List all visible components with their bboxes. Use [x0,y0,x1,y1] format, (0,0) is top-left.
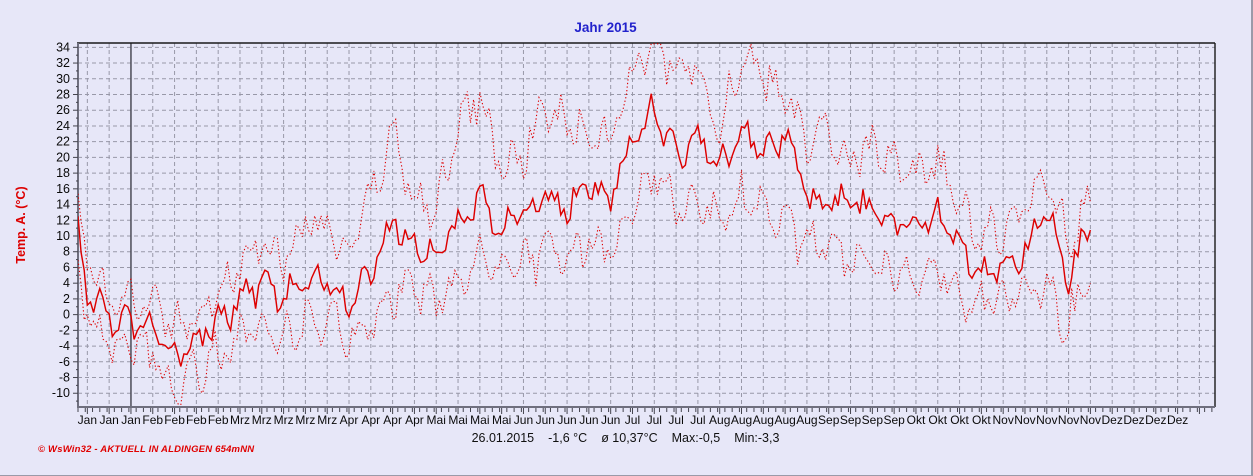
x-tick-label: Jun [536,413,555,427]
y-tick-label: 2 [63,292,70,306]
x-tick-label: Apr [340,413,359,427]
x-tick-label: Apr [383,413,402,427]
y-tick-label: -10 [52,386,70,400]
x-tick-label: Okt [907,413,926,427]
x-tick-label: Okt [950,413,969,427]
x-tick-label: Jun [601,413,620,427]
y-tick-label: -2 [59,323,70,337]
status-date: 26.01.2015 [471,431,535,445]
y-tick-label: 20 [56,150,70,164]
x-tick-label: Okt [928,413,947,427]
x-tick-label: Feb [208,413,229,427]
x-tick-label: Nov [1036,413,1057,427]
x-tick-label: Mai [470,413,489,427]
y-tick-label: 10 [56,229,70,243]
x-tick-label: Aug [796,413,817,427]
temperature-curve-mean [78,93,1092,367]
chart-title: Jahr 2015 [574,20,637,35]
x-tick-label: Sep [840,413,862,427]
footer-credit: © WsWin32 - AKTUELL IN ALDINGEN 654mNN [38,444,255,455]
y-tick-label: 8 [63,245,70,259]
x-tick-label: Dez [1123,413,1144,427]
x-tick-label: Feb [186,413,207,427]
x-tick-label: Jul [668,413,683,427]
x-tick-label: Sep [818,413,840,427]
x-tick-label: Feb [164,413,185,427]
x-tick-label: Jul [625,413,640,427]
y-tick-label: 22 [56,135,70,149]
y-tick-label: 14 [56,198,70,212]
x-tick-label: Dez [1102,413,1123,427]
y-tick-label: 24 [56,119,70,133]
x-tick-label: Dez [1167,413,1188,427]
y-tick-label: 34 [56,40,70,54]
x-tick-label: Mrz [317,413,337,427]
x-tick-label: Jul [690,413,705,427]
y-tick-label: 12 [56,213,70,227]
x-tick-label: Jun [557,413,576,427]
x-tick-label: Nov [1014,413,1035,427]
status-max-temp: Max:-0,5 [671,431,721,445]
x-tick-label: Dez [1145,413,1166,427]
x-tick-label: Apr [405,413,424,427]
x-tick-label: Sep [862,413,884,427]
x-tick-label: Mrz [274,413,294,427]
x-tick-label: Mai [448,413,467,427]
temperature-curve-max [78,43,1091,340]
x-tick-label: Mrz [230,413,250,427]
y-tick-label: -6 [59,355,70,369]
x-tick-label: Jun [579,413,598,427]
x-tick-label: Mai [492,413,511,427]
x-tick-label: Jun [514,413,533,427]
y-tick-label: 0 [63,308,70,322]
x-tick-label: Nov [993,413,1014,427]
status-min-temp: Min:-3,3 [734,431,780,445]
x-tick-label: Jan [78,413,97,427]
status-avg-temp: ø 10,37°C [601,431,658,445]
status-line: 26.01.2015 -1,6 °C ø 10,37°C Max:-0,5 Min:-3… [0,431,1251,445]
y-tick-label: 18 [56,166,70,180]
x-tick-label: Okt [972,413,991,427]
x-tick-label: Aug [731,413,752,427]
x-tick-label: Aug [709,413,730,427]
y-tick-label: 28 [56,87,70,101]
y-tick-label: 30 [56,72,70,86]
y-tick-label: -8 [59,371,70,385]
x-tick-label: Mrz [252,413,272,427]
x-tick-label: Nov [1058,413,1079,427]
y-tick-label: 32 [56,56,70,70]
x-tick-label: Aug [753,413,774,427]
y-tick-label: 6 [63,260,70,274]
x-tick-label: Mrz [295,413,315,427]
y-tick-label: 26 [56,103,70,117]
x-tick-label: Mai [427,413,446,427]
x-tick-label: Nov [1080,413,1101,427]
x-tick-label: Sep [883,413,905,427]
x-tick-label: Apr [361,413,380,427]
x-tick-label: Jan [121,413,140,427]
y-tick-label: -4 [59,339,70,353]
x-tick-label: Feb [142,413,163,427]
status-current-temp: -1,6 °C [548,431,588,445]
x-tick-label: Jan [99,413,118,427]
y-tick-label: 4 [63,276,70,290]
x-tick-label: Jul [647,413,662,427]
x-tick-label: Aug [774,413,795,427]
y-tick-label: 16 [56,182,70,196]
